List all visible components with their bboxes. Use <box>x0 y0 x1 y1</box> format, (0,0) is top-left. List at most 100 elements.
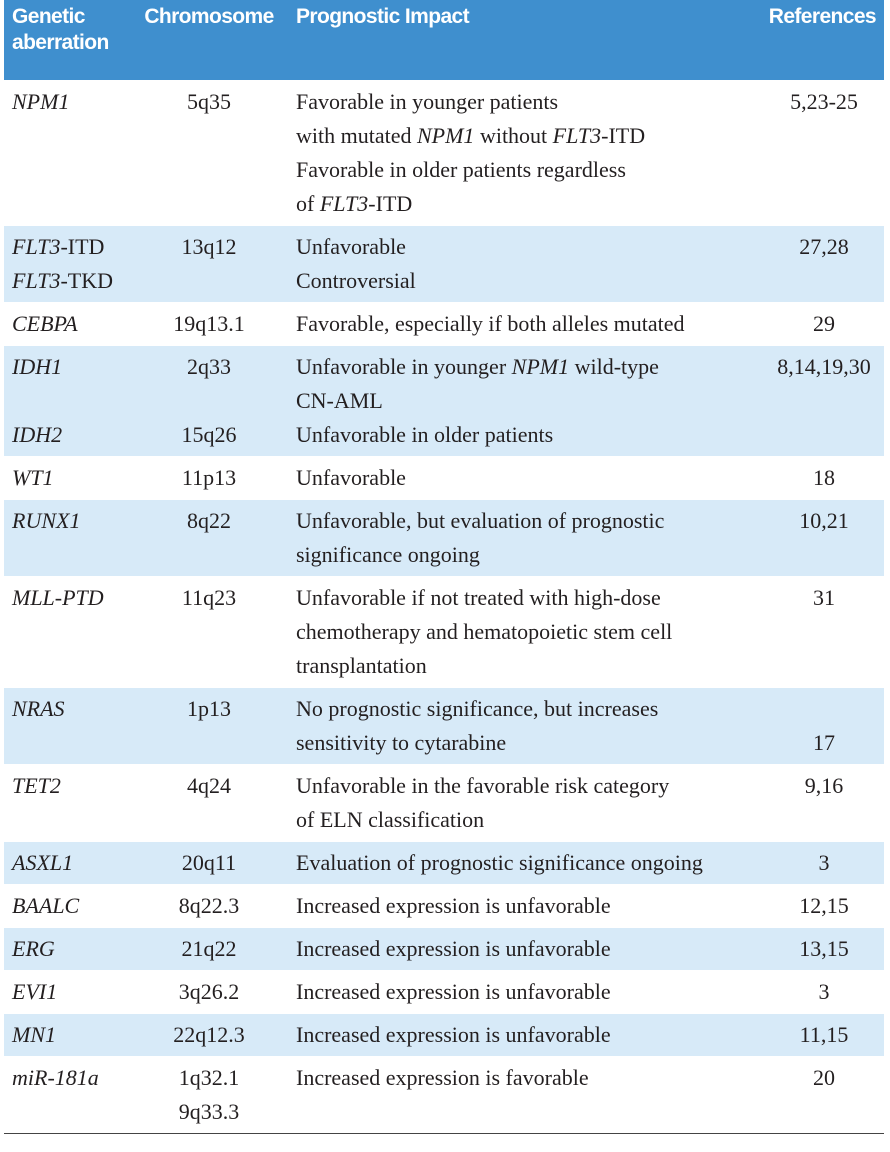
table-cell: Controversial <box>284 264 764 298</box>
text-segment: 22q12.3 <box>173 1022 245 1047</box>
table-cell: FLT3-ITD <box>4 230 134 264</box>
text-segment: Increased expression is unfavorable <box>296 936 611 961</box>
table-cell <box>134 615 284 649</box>
table-cell: Increased expression is unfavorable <box>284 975 764 1009</box>
table-cell <box>764 187 884 221</box>
text-segment: Favorable, especially if both alleles mu… <box>296 311 685 336</box>
table-cell: 4q24 <box>134 769 284 803</box>
table-cell: 3q26.2 <box>134 975 284 1009</box>
text-segment: NRAS <box>12 696 65 721</box>
table-cell: Favorable in older patients regardless <box>284 153 764 187</box>
table-row: RUNX1 8q22 Unfavorable, but evaluation of … <box>4 499 884 576</box>
text-segment: CN-AML <box>296 388 383 413</box>
table-cell: TET2 <box>4 769 134 803</box>
text-segment: CEBPA <box>12 311 78 336</box>
table-cell: 12,15 <box>764 889 884 923</box>
text-segment: 18 <box>813 465 835 490</box>
text-segment: 15q26 <box>181 422 237 447</box>
table-cell: transplantation <box>284 649 764 683</box>
row-line: miR-181a 1q32.1 Increased expression is fa… <box>4 1061 884 1095</box>
text-segment: Unfavorable, but evaluation of prognosti… <box>296 508 665 533</box>
text-segment: Unfavorable <box>296 465 406 490</box>
text-segment: 13q12 <box>181 234 237 259</box>
row-line: IDH1 2q33 Unfavorable in younger NPM1 wild… <box>4 350 884 384</box>
table-cell: 18 <box>764 461 884 495</box>
table-cell: 8q22.3 <box>134 889 284 923</box>
table-cell: 9,16 <box>764 769 884 803</box>
header-cell: Prognostic Impact <box>296 5 470 28</box>
table-cell: 31 <box>764 581 884 615</box>
text-segment: wild-type <box>569 354 659 379</box>
table-cell: 20q11 <box>134 846 284 880</box>
table-row: NRAS 1p13 No prognostic significance, but … <box>4 687 884 764</box>
text-segment: chemotherapy and hematopoietic stem cell <box>296 619 673 644</box>
table-cell: ASXL1 <box>4 846 134 880</box>
table-cell: Increased expression is unfavorable <box>284 932 764 966</box>
row-line: ASXL1 20q11 Evaluation of prognostic signi… <box>4 846 884 880</box>
table-header: Genetic aberration Chromosome Prognostic… <box>4 0 884 80</box>
table-cell: 22q12.3 <box>134 1018 284 1052</box>
table-cell: 13q12 <box>134 230 284 264</box>
row-line: RUNX1 8q22 Unfavorable, but evaluation of … <box>4 504 884 538</box>
text-segment: 5,23-25 <box>790 89 858 114</box>
table-cell: CN-AML <box>284 384 764 418</box>
text-segment: MLL-PTD <box>12 585 104 610</box>
table-cell <box>764 384 884 418</box>
text-segment: Unfavorable in older patients <box>296 422 554 447</box>
text-segment: 20 <box>813 1065 835 1090</box>
header-cell: Genetic aberration <box>12 5 109 54</box>
table-cell: Unfavorable <box>284 230 764 264</box>
table-cell: WT1 <box>4 461 134 495</box>
text-segment: 10,21 <box>799 508 849 533</box>
table-cell: 11p13 <box>134 461 284 495</box>
table-row: TET2 4q24 Unfavorable in the favorable ris… <box>4 764 884 841</box>
table-cell: 27,28 <box>764 230 884 264</box>
table-cell <box>764 1095 884 1129</box>
table-cell: chemotherapy and hematopoietic stem cell <box>284 615 764 649</box>
table-cell: 29 <box>764 307 884 341</box>
text-segment: NPM1 <box>416 123 475 148</box>
text-segment: Unfavorable <box>296 234 406 259</box>
table-cell: 1p13 <box>134 692 284 726</box>
text-segment: MN1 <box>12 1022 56 1047</box>
table-cell <box>4 119 134 153</box>
table-cell <box>134 649 284 683</box>
table-cell <box>764 264 884 298</box>
table-cell: CEBPA <box>4 307 134 341</box>
text-segment: FLT3 <box>12 234 61 259</box>
table-cell <box>4 538 134 572</box>
table-cell: MLL-PTD <box>4 581 134 615</box>
header-cell: Chromosome <box>144 5 274 28</box>
table-cell: Unfavorable, but evaluation of prognosti… <box>284 504 764 538</box>
row-line: transplantation <box>4 649 884 683</box>
text-segment: 17 <box>813 730 835 755</box>
table-cell <box>134 119 284 153</box>
text-segment: without <box>474 123 553 148</box>
header-cell: References <box>768 5 877 28</box>
text-segment: Increased expression is favorable <box>296 1065 589 1090</box>
text-segment: of ELN classification <box>296 807 485 832</box>
table-cell: MN1 <box>4 1018 134 1052</box>
table-cell <box>4 153 134 187</box>
table-row: NPM1 5q35 Favorable in younger patients 5,2… <box>4 80 884 225</box>
table-cell: sensitivity to cytarabine <box>284 726 764 760</box>
text-segment: -TKD <box>60 268 114 293</box>
table-row: WT1 11p13 Unfavorable 18 <box>4 456 884 499</box>
text-segment: 2q33 <box>187 354 231 379</box>
table-cell: IDH2 <box>4 418 134 452</box>
table-cell: miR-181a <box>4 1061 134 1095</box>
text-segment: IDH1 <box>12 354 63 379</box>
table-cell <box>4 1095 134 1129</box>
text-segment: 27,28 <box>799 234 849 259</box>
table-row: EVI1 3q26.2 Increased expression is unfavo… <box>4 970 884 1013</box>
table-cell: NRAS <box>4 692 134 726</box>
text-segment: Evaluation of prognostic significance on… <box>296 850 703 875</box>
table-cell <box>4 187 134 221</box>
text-segment: 8,14,19,30 <box>777 354 871 379</box>
text-segment: Unfavorable in younger <box>296 354 512 379</box>
table-cell: 5,23-25 <box>764 85 884 119</box>
table-cell <box>764 119 884 153</box>
text-segment: Unfavorable if not treated with high-dos… <box>296 585 661 610</box>
text-segment: Favorable in younger patients <box>296 89 559 114</box>
